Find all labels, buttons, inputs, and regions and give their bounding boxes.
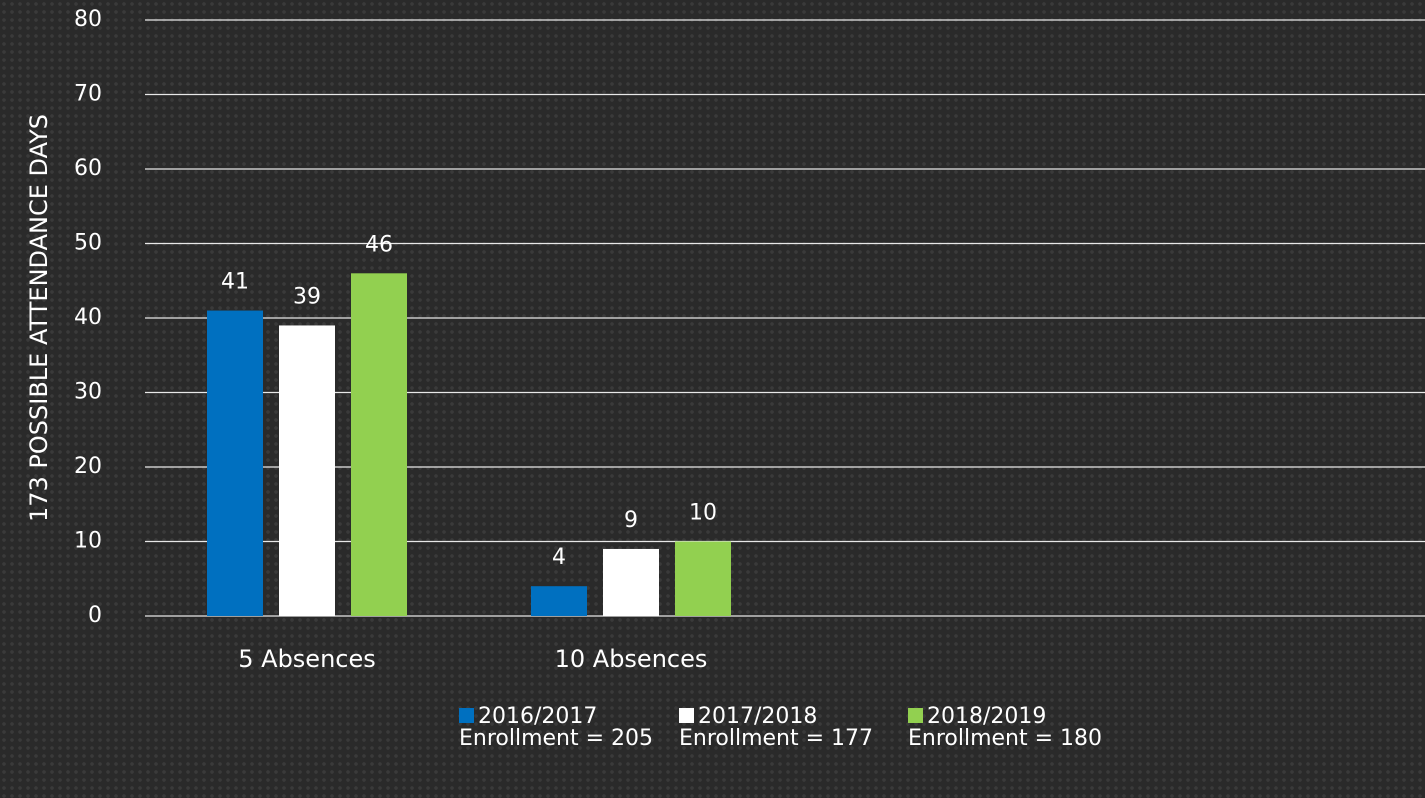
legend-label: 2017/2018 Enrollment = 177	[679, 704, 874, 751]
bar	[531, 586, 587, 616]
data-label: 41	[221, 270, 249, 295]
y-tick-label: 30	[74, 380, 102, 405]
y-tick-label: 70	[74, 82, 102, 107]
legend-item: 2016/2017 Enrollment = 205	[459, 706, 659, 750]
bar	[351, 273, 407, 616]
bar	[279, 325, 335, 616]
y-tick-label: 0	[88, 603, 102, 628]
legend-item: 2018/2019 Enrollment = 180	[908, 706, 1108, 750]
legend-swatch	[459, 708, 474, 723]
x-tick-label: 10 Absences	[555, 645, 708, 673]
legend-swatch	[908, 708, 923, 723]
data-label: 9	[624, 508, 638, 533]
bar	[603, 548, 659, 616]
legend-label: 2018/2019 Enrollment = 180	[908, 704, 1103, 751]
bar	[207, 310, 263, 616]
data-label: 4	[552, 545, 566, 570]
bar	[675, 541, 731, 616]
y-tick-label: 80	[74, 7, 102, 32]
legend-swatch	[679, 708, 694, 723]
y-tick-label: 60	[74, 156, 102, 181]
legend-item: 2017/2018 Enrollment = 177	[679, 706, 879, 750]
x-tick-label: 5 Absences	[238, 645, 376, 673]
data-label: 46	[365, 232, 393, 257]
data-label: 39	[293, 284, 321, 309]
data-label: 10	[689, 501, 717, 526]
y-axis-label: 173 POSSIBLE ATTENDANCE DAYS	[25, 114, 53, 522]
y-tick-label: 50	[74, 231, 102, 256]
y-tick-label: 20	[74, 454, 102, 479]
legend-label: 2016/2017 Enrollment = 205	[459, 704, 654, 751]
y-tick-label: 10	[74, 529, 102, 554]
y-tick-label: 40	[74, 305, 102, 330]
